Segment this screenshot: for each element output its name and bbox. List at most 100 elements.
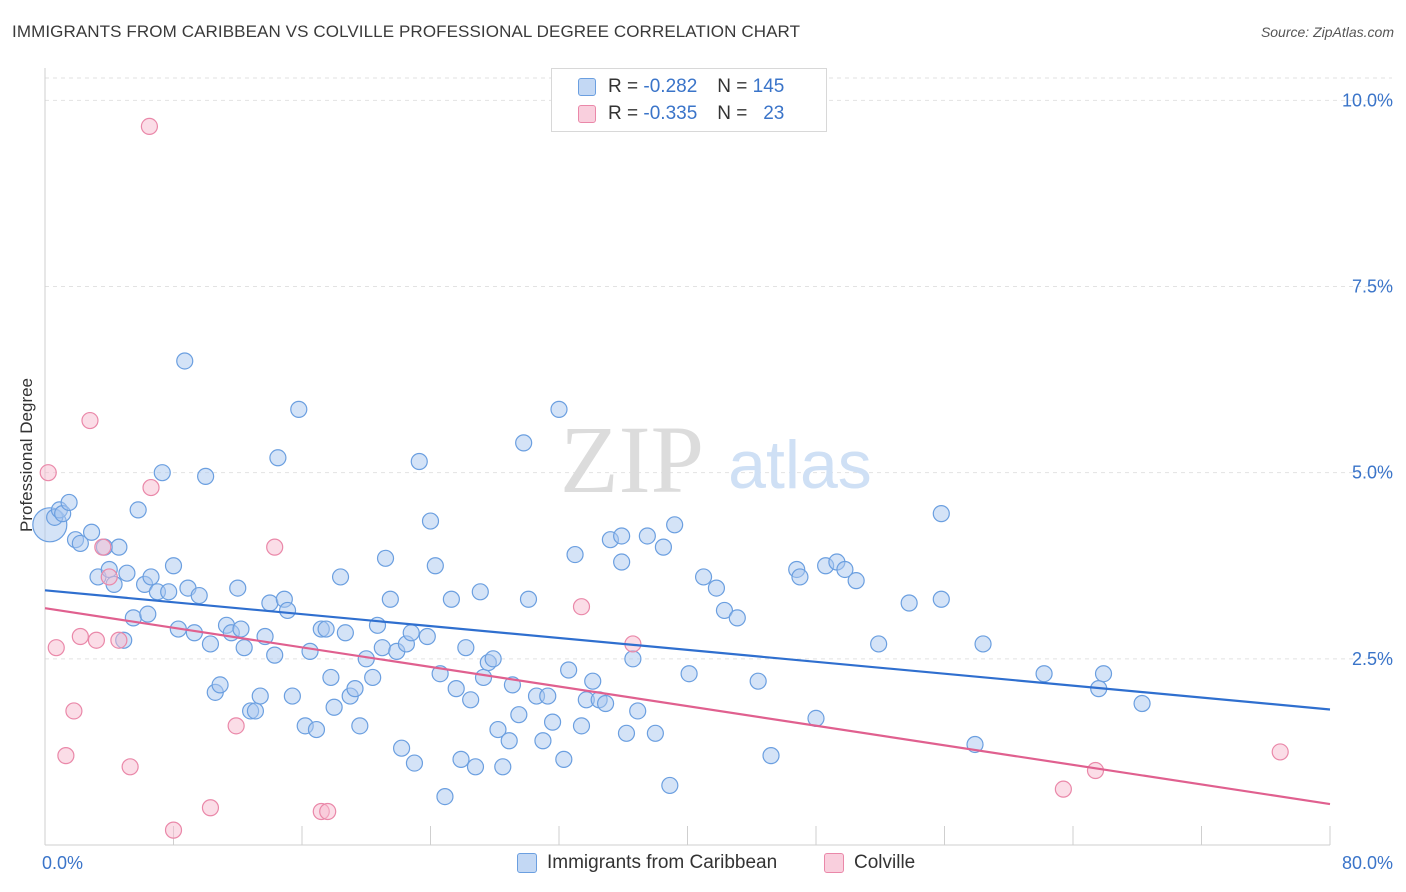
caribbean-point [331,568,350,586]
caribbean-point [762,747,780,765]
watermark-atlas: atlas [728,427,872,503]
colville-point [142,478,160,497]
caribbean-point [164,557,183,575]
caribbean-point [707,579,726,597]
legend-swatch-pink [578,105,596,123]
colville-trend-line [44,607,1331,806]
caribbean-point [139,605,157,623]
colville-point [81,411,99,430]
caribbean-point [555,750,573,768]
series-legend: Immigrants from Caribbean Colville [0,852,1406,878]
caribbean-point [457,639,475,657]
caribbean-point [436,787,454,806]
caribbean-point [715,601,734,620]
caribbean-point [118,564,136,582]
colville-point [266,538,284,556]
caribbean-point [71,534,89,553]
caribbean-point [847,572,865,590]
caribbean-point [110,538,128,556]
caribbean-point [176,352,194,370]
caribbean-point [211,676,229,694]
caribbean-point [1094,665,1113,683]
colville-point [110,631,128,649]
caribbean-point [381,590,399,608]
caribbean-point [410,452,428,471]
legend-row-colville: R = -0.335 N = 23 [578,102,784,126]
caribbean-point [261,594,279,612]
caribbean-point [484,650,502,668]
caribbean-point [322,668,340,687]
correlation-legend: R = -0.282 N = 145 R = -0.335 N = 23 [551,68,827,132]
colville-point [572,598,591,616]
caribbean-point [519,590,538,608]
caribbean-point [1133,694,1151,713]
legend-swatch-blue [578,78,596,96]
trend-lines [44,589,1331,806]
caribbean-point [791,568,809,586]
caribbean-point [197,467,215,485]
colville-point [65,702,83,720]
legend-row-caribbean: R = -0.282 N = 145 [578,75,784,99]
caribbean-point [266,646,284,664]
y-tick-label: 2.5% [1352,649,1393,669]
caribbean-point [474,668,493,687]
caribbean-point [694,568,713,586]
caribbean-point [251,687,269,705]
colville-point [1054,780,1072,798]
caribbean-point [666,516,684,534]
caribbean-point [466,758,485,776]
caribbean-point [307,720,326,739]
x-tick-label: 0.0% [42,853,83,873]
caribbean-trend-line [44,589,1331,711]
caribbean-point [489,720,507,739]
caribbean-point [301,642,319,660]
caribbean-point [749,672,767,690]
caribbean-point [638,527,656,545]
caribbean-point [534,732,552,750]
caribbean-point [447,680,465,698]
caribbean-point [510,706,528,724]
series-label-caribbean: Immigrants from Caribbean [547,852,778,873]
caribbean-point [932,505,950,523]
series-label-colville: Colville [854,852,916,873]
caribbean-point [190,586,208,605]
y-axis-label: Professional Degree [17,377,36,533]
tick-labels: 2.5% 5.0% 7.5% 10.0% 0.0% 80.0% [42,90,1393,873]
watermark-zip: ZIP [560,406,704,513]
caribbean-point [442,590,460,608]
watermark: ZIP atlas [560,406,872,513]
caribbean-point [932,590,950,608]
caribbean-point [201,635,220,653]
caribbean-point [269,449,287,467]
colville-point [227,717,245,735]
caribbean-point [566,545,584,564]
colville-point [121,758,139,776]
caribbean-point [392,739,411,757]
caribbean-point [290,400,308,418]
caribbean-point [142,568,160,586]
caribbean-point [60,493,78,512]
caribbean-point [405,754,424,772]
caribbean-point [1035,665,1053,683]
caribbean-point [283,687,301,705]
x-tick-label: 80.0% [1342,853,1393,873]
caribbean-point [617,724,636,742]
caribbean-point [584,672,602,690]
colville-point [319,802,337,821]
colville-point [57,747,75,765]
caribbean-point [462,691,480,709]
caribbean-point [229,579,247,597]
caribbean-point [471,583,489,601]
caribbean-point [452,750,470,768]
caribbean-point [346,680,364,698]
caribbean-point [680,665,698,683]
series-legend-caribbean: Immigrants from Caribbean [517,852,777,874]
caribbean-point [539,687,557,705]
caribbean-point [629,702,647,720]
caribbean-point [654,538,673,556]
colville-point [1086,761,1105,780]
caribbean-point [728,609,746,627]
grid-lines [45,77,1392,660]
legend-r-label: R = [608,103,639,124]
